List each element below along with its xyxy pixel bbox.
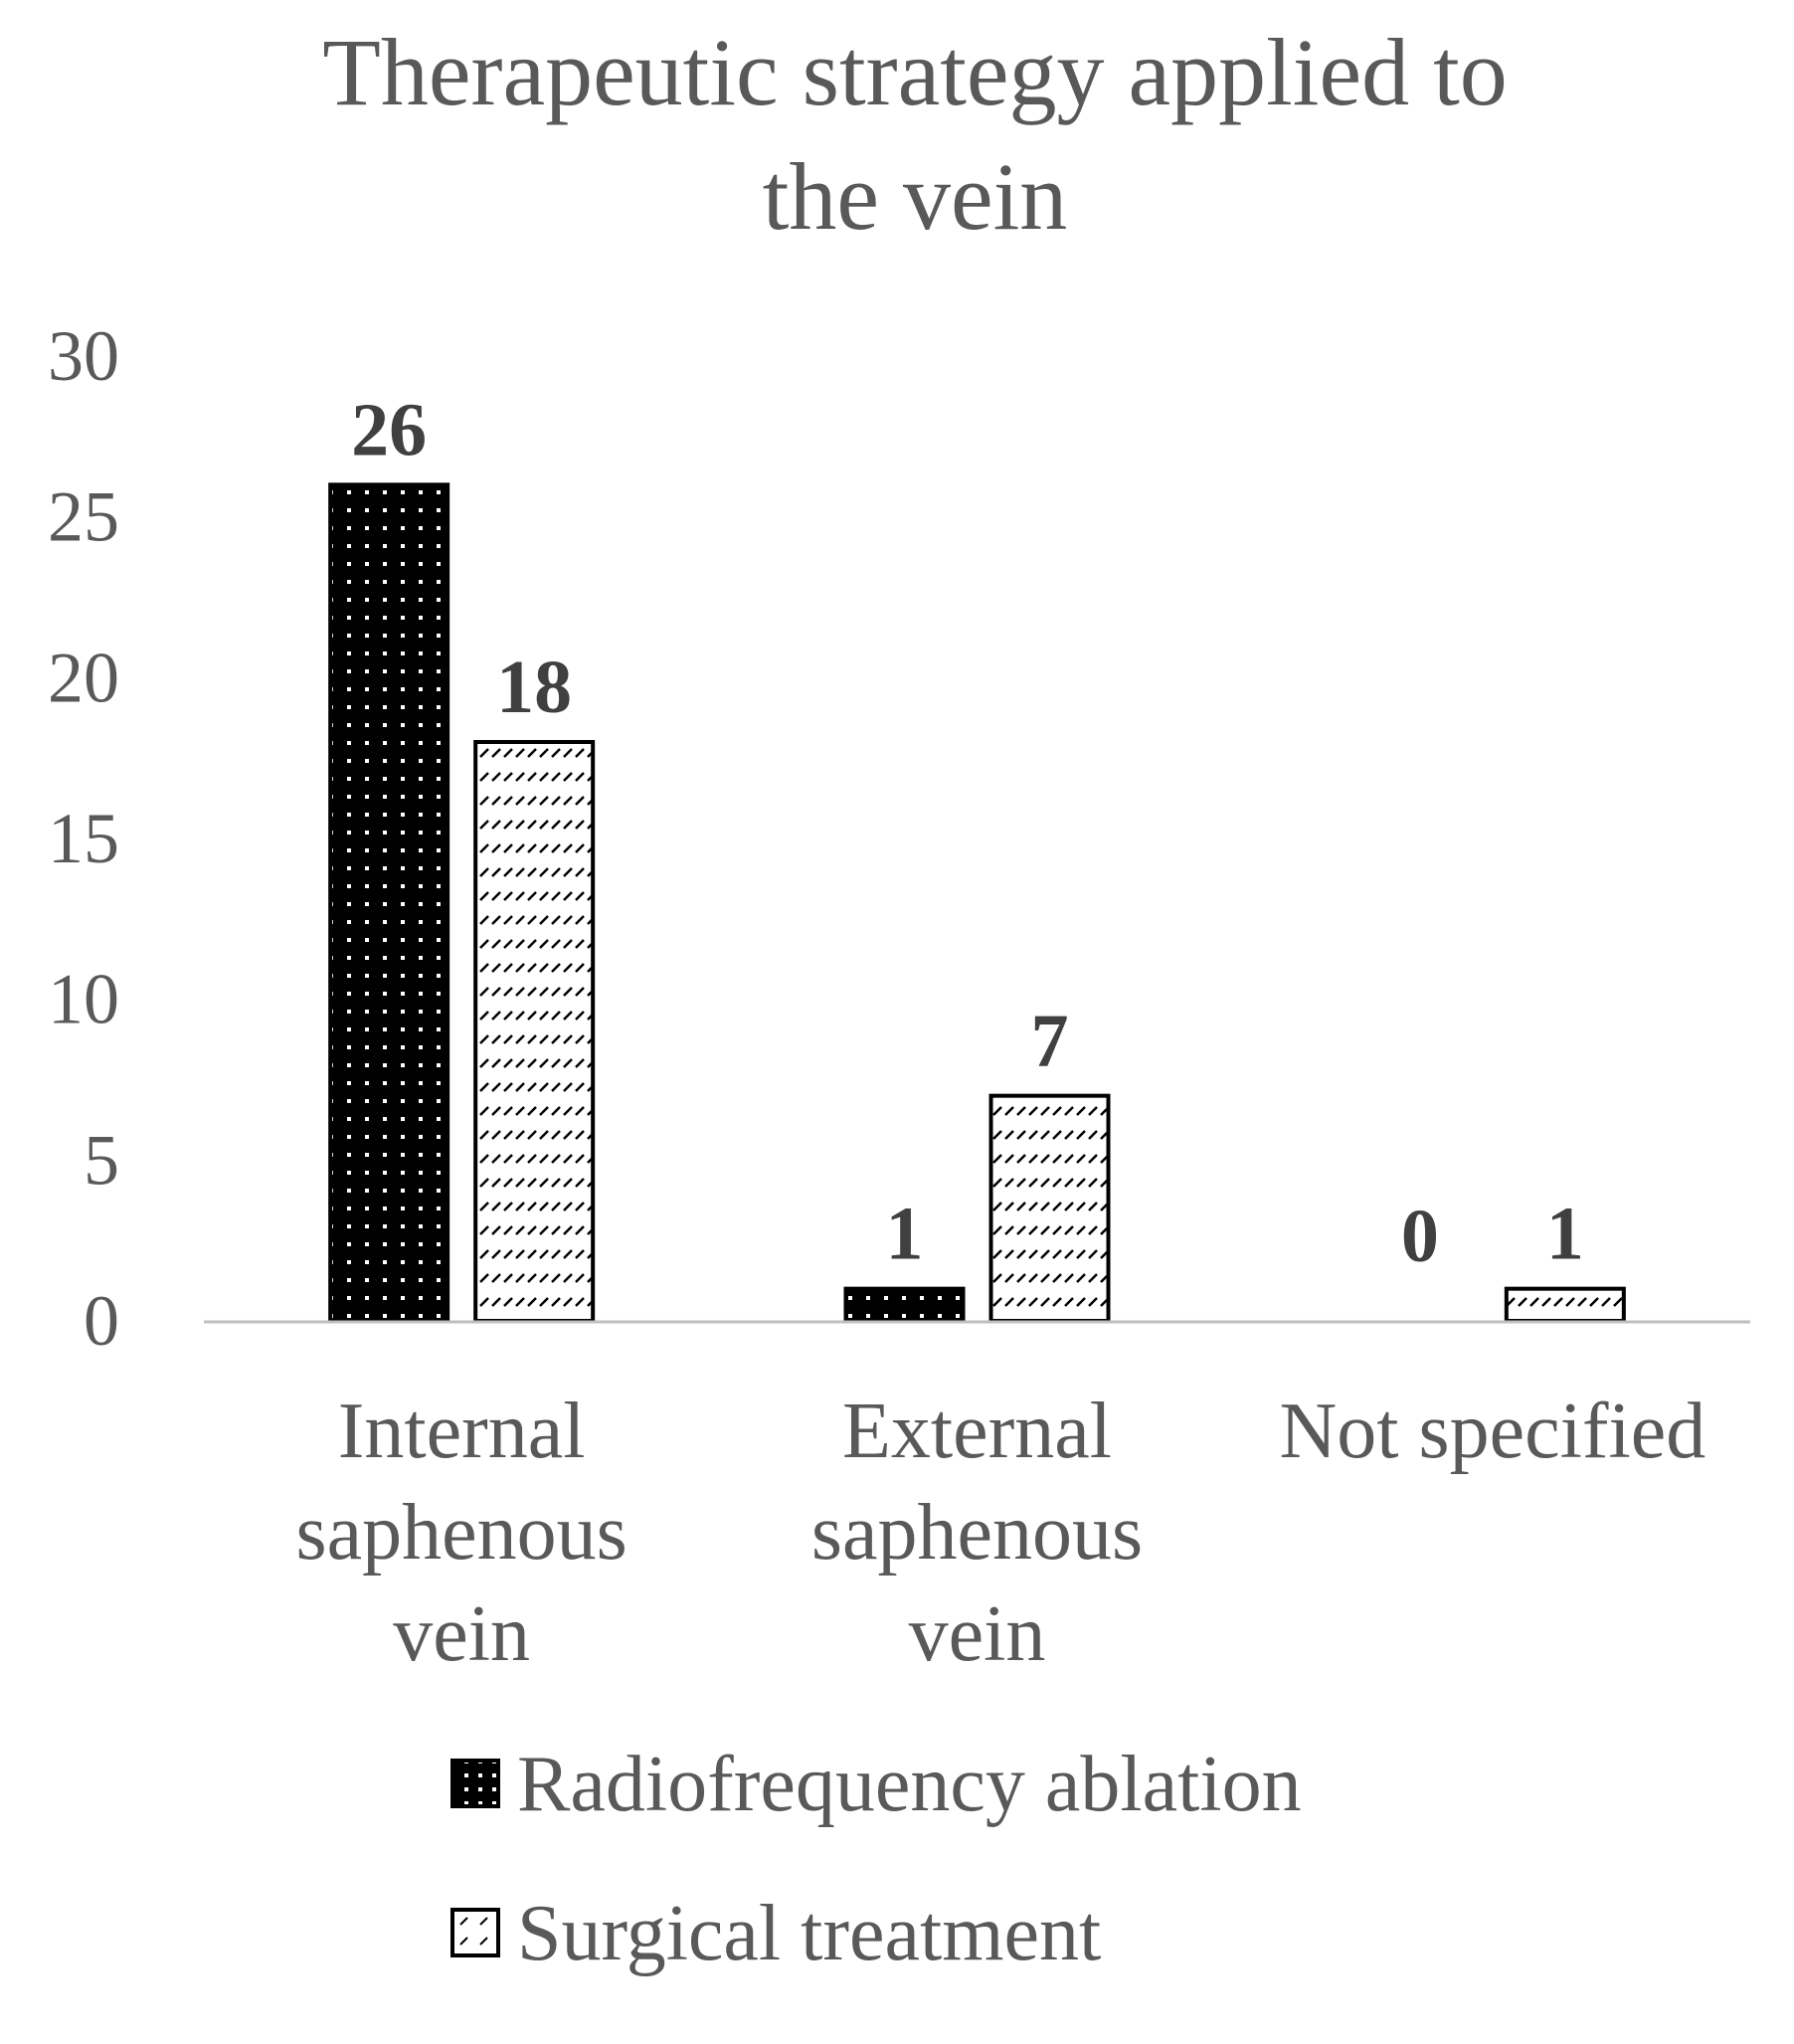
legend-swatch-dots [450,1759,500,1808]
x-category-label: saphenous [296,1489,628,1577]
y-tick-label: 20 [48,638,119,717]
x-category-label: Internal [338,1388,586,1475]
bar-dashes-0 [473,740,596,1323]
data-label: 7 [1031,1000,1069,1083]
bar-dashes-1 [988,1093,1111,1323]
legend-swatch-dashes [450,1908,500,1957]
bar-dots-0 [328,482,450,1324]
x-category-label: vein [393,1590,530,1678]
y-tick-label: 25 [48,477,119,557]
x-category-label: External [842,1388,1112,1475]
data-label: 0 [1401,1195,1439,1278]
chart-title-line: the vein [763,143,1068,250]
legend: Radiofrequency ablation Surgical treatmen… [450,1741,1302,1977]
x-category-label: vein [909,1590,1046,1678]
y-axis: 0 5 10 15 20 25 30 [48,316,119,1361]
y-tick-label: 15 [48,799,119,878]
data-label: 1 [886,1193,924,1276]
data-label: 1 [1546,1193,1584,1276]
bars [328,482,1626,1324]
legend-label: Radiofrequency ablation [517,1741,1302,1828]
bar-dots-1 [843,1286,966,1323]
chart-title: Therapeutic strategy applied to the vein [322,19,1508,250]
chart-title-line: Therapeutic strategy applied to [322,19,1508,125]
y-tick-label: 5 [84,1120,119,1200]
data-labels: 26 18 1 7 0 1 [351,388,1584,1278]
x-category-label: saphenous [811,1489,1143,1577]
data-label: 26 [351,388,427,471]
x-category-label: Not specified [1279,1388,1705,1475]
y-tick-label: 30 [48,316,119,396]
y-tick-label: 10 [48,960,119,1039]
bar-dashes-2 [1504,1286,1626,1323]
legend-label: Surgical treatment [517,1890,1101,1977]
y-tick-label: 0 [84,1281,119,1361]
data-label: 18 [496,646,572,729]
x-axis: Internal saphenous vein External saphenous ve… [296,1388,1706,1678]
